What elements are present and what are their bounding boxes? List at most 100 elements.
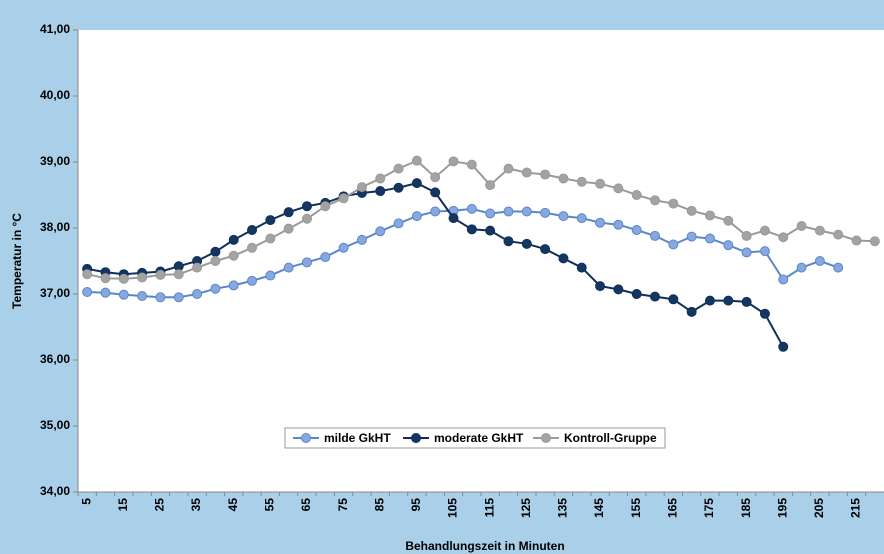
data-point xyxy=(265,270,276,281)
data-point xyxy=(650,230,661,241)
data-point xyxy=(778,341,789,352)
y-tick-label: 40,00 xyxy=(40,88,70,102)
data-point xyxy=(247,224,258,235)
data-point xyxy=(265,233,276,244)
data-point xyxy=(796,262,807,273)
x-tick-label: 215 xyxy=(849,498,863,518)
data-point xyxy=(356,182,367,193)
data-point xyxy=(741,230,752,241)
data-point xyxy=(686,306,697,317)
data-point xyxy=(448,156,459,167)
data-point xyxy=(613,183,624,194)
x-tick-label: 105 xyxy=(446,498,460,518)
x-tick-label: 25 xyxy=(153,498,167,512)
data-point xyxy=(173,292,184,303)
data-point xyxy=(411,211,422,222)
data-point xyxy=(558,173,569,184)
data-point xyxy=(540,169,551,180)
data-point xyxy=(100,287,111,298)
data-point xyxy=(869,236,880,247)
y-tick-label: 37,00 xyxy=(40,286,70,300)
data-point xyxy=(411,155,422,166)
data-point xyxy=(375,173,386,184)
data-point xyxy=(301,213,312,224)
data-point xyxy=(485,180,496,191)
data-point xyxy=(650,291,661,302)
data-point xyxy=(595,281,606,292)
data-point xyxy=(118,273,129,284)
data-point xyxy=(393,218,404,229)
data-point xyxy=(210,283,221,294)
data-point xyxy=(301,257,312,268)
data-point xyxy=(320,201,331,212)
data-point xyxy=(247,242,258,253)
x-tick-label: 55 xyxy=(263,498,277,512)
data-point xyxy=(375,226,386,237)
data-point xyxy=(247,275,258,286)
data-point xyxy=(631,190,642,200)
data-point xyxy=(595,217,606,228)
legend-label: milde GkHT xyxy=(324,431,391,445)
data-point xyxy=(338,193,349,204)
data-point xyxy=(448,213,459,224)
x-tick-label: 125 xyxy=(519,498,533,518)
data-point xyxy=(741,247,752,258)
legend-marker xyxy=(541,433,551,443)
data-point xyxy=(668,239,679,250)
data-point xyxy=(466,203,477,214)
data-point xyxy=(356,234,367,245)
data-point xyxy=(100,273,111,284)
data-point xyxy=(173,269,184,280)
data-point xyxy=(668,294,679,305)
data-point xyxy=(631,224,642,235)
data-point xyxy=(723,215,734,226)
y-axis-title: Temperatur in °C xyxy=(10,213,24,309)
data-point xyxy=(796,221,807,232)
x-tick-label: 5 xyxy=(79,498,93,505)
data-point xyxy=(155,292,166,303)
data-point xyxy=(723,295,734,306)
data-point xyxy=(851,235,862,246)
data-point xyxy=(283,262,294,273)
data-point xyxy=(430,172,441,183)
data-point xyxy=(155,269,166,280)
data-point xyxy=(485,208,496,219)
x-tick-label: 65 xyxy=(299,498,313,512)
x-tick-label: 35 xyxy=(189,498,203,512)
x-tick-label: 85 xyxy=(372,498,386,512)
x-tick-label: 75 xyxy=(336,498,350,512)
data-point xyxy=(210,256,221,266)
x-tick-label: 45 xyxy=(226,498,240,512)
data-point xyxy=(320,252,331,263)
x-tick-label: 115 xyxy=(482,498,496,518)
y-tick-label: 38,00 xyxy=(40,220,70,234)
data-point xyxy=(741,296,752,307)
data-point xyxy=(686,205,697,216)
data-point xyxy=(466,224,477,235)
data-point xyxy=(375,186,386,197)
data-point xyxy=(686,231,697,242)
data-point xyxy=(576,176,587,187)
y-tick-label: 35,00 xyxy=(40,418,70,432)
y-tick-label: 36,00 xyxy=(40,352,70,366)
x-tick-label: 15 xyxy=(116,498,130,512)
data-point xyxy=(192,289,203,299)
data-point xyxy=(521,238,532,249)
data-point xyxy=(430,187,441,198)
data-point xyxy=(118,289,129,300)
data-point xyxy=(814,225,825,236)
data-point xyxy=(521,206,532,217)
x-axis-title: Behandlungszeit in Minuten xyxy=(405,539,564,553)
y-tick-label: 34,00 xyxy=(40,484,70,498)
data-point xyxy=(833,262,844,273)
data-point xyxy=(540,244,551,255)
data-point xyxy=(283,207,294,218)
data-point xyxy=(82,287,93,298)
x-tick-label: 195 xyxy=(775,498,789,518)
x-tick-label: 185 xyxy=(739,498,753,518)
x-tick-label: 155 xyxy=(629,498,643,518)
data-point xyxy=(704,210,715,221)
data-point xyxy=(338,242,349,253)
x-tick-label: 95 xyxy=(409,498,423,512)
data-point xyxy=(759,246,770,257)
